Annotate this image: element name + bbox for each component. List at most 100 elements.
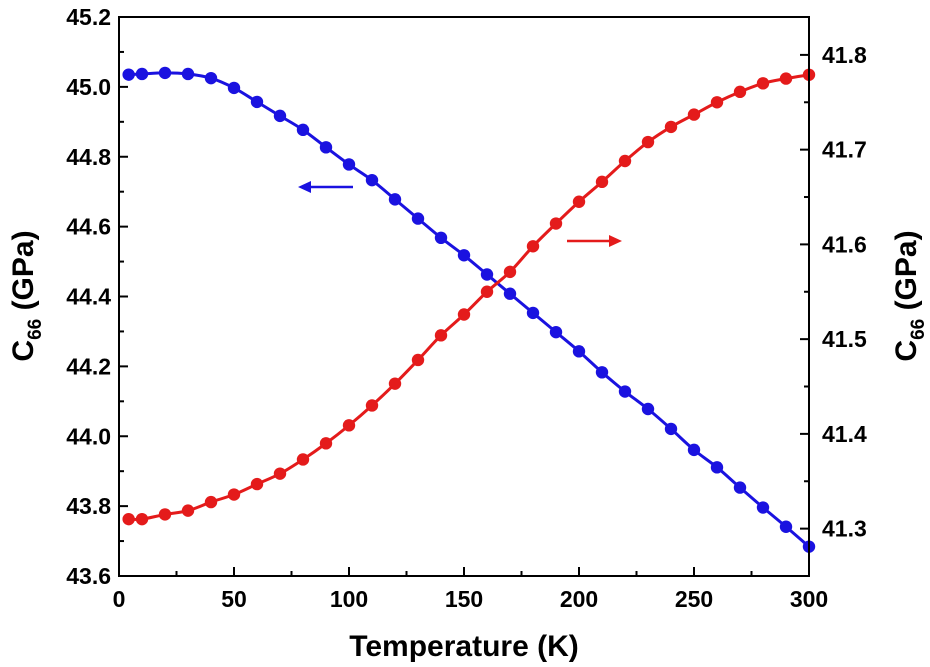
data-point — [434, 329, 448, 342]
data-point — [733, 481, 747, 494]
data-point — [342, 419, 356, 432]
y-left-tick-label: 43.8 — [66, 493, 111, 519]
data-point — [733, 85, 747, 99]
data-point — [273, 467, 287, 480]
plot-frame — [118, 16, 810, 577]
x-tick-label: 300 — [790, 586, 828, 612]
data-point — [526, 306, 540, 320]
data-point — [319, 437, 333, 450]
y-right-tick-label: 41.3 — [822, 516, 867, 542]
y-left-tick-label: 44.0 — [66, 423, 111, 449]
series-layer — [122, 66, 816, 553]
data-point — [434, 231, 448, 245]
x-tick-label: 250 — [675, 586, 713, 612]
y-left-axis-title: C66 (GPa) — [7, 230, 46, 361]
data-point — [687, 108, 701, 121]
data-point — [227, 81, 241, 95]
data-point — [457, 249, 471, 262]
data-point — [250, 477, 264, 491]
y-right-tick-label: 41.6 — [822, 231, 867, 257]
axis-arrow-right — [567, 235, 622, 247]
x-axis-title: Temperature (K) — [349, 630, 578, 663]
data-point — [756, 77, 770, 90]
data-point — [227, 488, 241, 501]
y-left-title-unit: (GPa) — [7, 230, 40, 318]
y-left-tick-label: 43.6 — [66, 563, 111, 589]
data-point — [526, 240, 540, 253]
data-point — [572, 345, 586, 358]
data-point — [296, 123, 310, 137]
data-point — [204, 495, 218, 509]
data-point — [365, 399, 379, 412]
data-point — [122, 512, 135, 526]
data-point — [549, 217, 563, 230]
data-point — [779, 72, 793, 85]
data-point — [618, 154, 632, 168]
data-point — [641, 135, 655, 149]
data-point — [664, 120, 678, 134]
data-point — [181, 67, 195, 81]
series-right — [122, 68, 816, 526]
y-left-tick-label: 45.2 — [66, 4, 111, 30]
data-point — [756, 501, 770, 514]
y-right-axis-title: C66 (GPa) — [890, 230, 929, 361]
data-point — [388, 377, 402, 390]
data-point — [273, 109, 287, 123]
y-left-tick-label: 45.0 — [66, 74, 111, 100]
x-tick-label: 100 — [330, 586, 368, 612]
y-right-tick-label: 41.7 — [822, 137, 867, 163]
data-point — [595, 175, 609, 189]
data-point — [595, 366, 609, 379]
data-point — [158, 508, 172, 521]
data-point — [135, 67, 149, 81]
data-point — [549, 325, 563, 339]
data-point — [122, 68, 135, 81]
x-tick-label: 150 — [445, 586, 483, 612]
y-left-title-sub: 66 — [25, 319, 46, 340]
y-right-tick-label: 41.5 — [822, 326, 867, 352]
y-left-tick-label: 44.8 — [66, 144, 111, 170]
axis-arrow-left — [298, 181, 353, 193]
data-point — [365, 173, 379, 187]
ticks-layer: 0 50 100 150 200 250 300 43.6 43.8 44.0 44.2 44.4 44… — [66, 4, 867, 612]
data-point — [710, 96, 724, 109]
data-point — [480, 268, 494, 281]
x-tick-label: 0 — [113, 586, 126, 612]
y-right-tick-label: 41.4 — [822, 421, 867, 447]
data-point — [503, 287, 517, 300]
data-point — [411, 353, 425, 367]
y-left-title-main: C — [7, 340, 40, 362]
series-left — [122, 66, 816, 553]
data-point — [457, 308, 471, 321]
data-point — [641, 402, 655, 416]
data-point — [687, 443, 701, 457]
data-point — [411, 212, 425, 225]
data-point — [319, 141, 333, 154]
y-left-tick-label: 44.6 — [66, 214, 111, 240]
data-point — [388, 193, 402, 206]
y-right-tick-label: 41.8 — [822, 42, 867, 68]
data-point — [342, 158, 356, 171]
data-point — [618, 385, 632, 398]
data-point — [572, 195, 586, 208]
data-point — [503, 265, 517, 279]
y-left-tick-label: 44.2 — [66, 353, 111, 379]
data-point — [664, 422, 678, 436]
data-point — [204, 71, 218, 85]
y-right-title-main: C — [890, 340, 923, 362]
data-point — [181, 504, 195, 517]
data-point — [710, 461, 724, 474]
y-right-title-sub: 66 — [908, 319, 929, 340]
data-point — [779, 520, 793, 533]
x-tick-label: 50 — [221, 586, 247, 612]
data-point — [135, 512, 149, 526]
data-point — [158, 66, 172, 80]
plot-background — [119, 17, 809, 576]
data-point — [250, 95, 264, 109]
data-point — [480, 285, 494, 298]
data-point — [296, 453, 310, 466]
y-left-tick-label: 44.4 — [66, 284, 111, 310]
x-tick-label: 200 — [560, 586, 598, 612]
y-right-title-unit: (GPa) — [890, 230, 923, 318]
